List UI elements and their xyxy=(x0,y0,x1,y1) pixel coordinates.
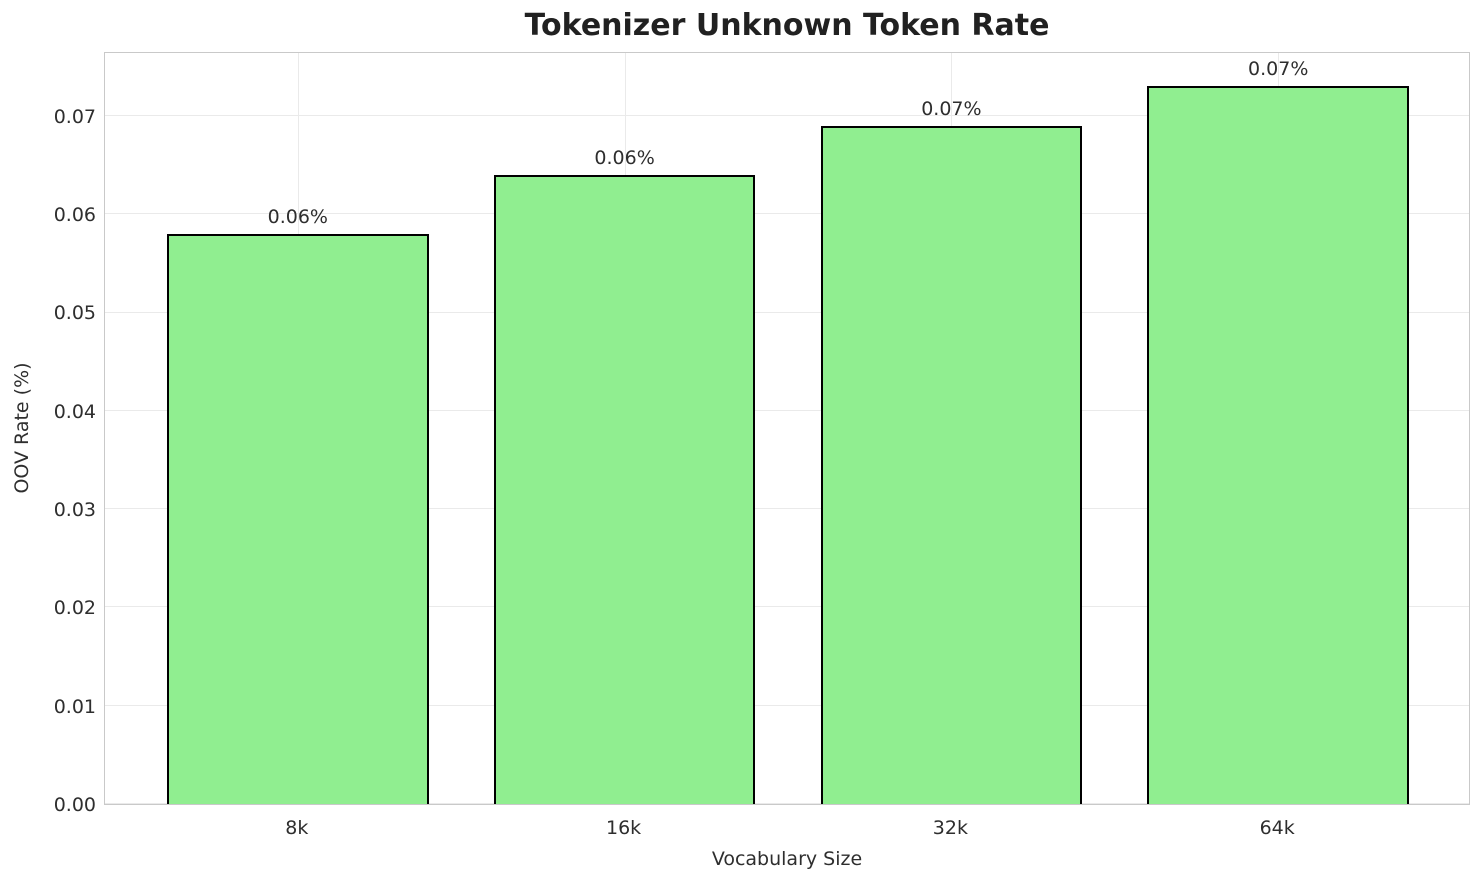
h-gridline xyxy=(105,409,1469,411)
y-tick-label: 0.04 xyxy=(53,400,96,423)
y-tick-label: 0.06 xyxy=(53,204,96,227)
h-gridline xyxy=(105,803,1469,804)
h-gridline xyxy=(105,114,1469,116)
bar-64k xyxy=(1147,86,1409,804)
y-tick-label: 0.07 xyxy=(53,105,96,128)
bar-8k xyxy=(167,233,429,804)
h-gridline xyxy=(105,508,1469,510)
bar-value-label: 0.07% xyxy=(1248,58,1309,81)
x-tick-label: 64k xyxy=(1259,817,1295,839)
y-tick-label: 0.05 xyxy=(53,302,96,325)
x-axis-title: Vocabulary Size xyxy=(711,848,863,870)
h-gridline xyxy=(105,704,1469,706)
plot-area: 0.06% 0.06% 0.07% 0.07% xyxy=(104,52,1470,805)
bar-value-label: 0.06% xyxy=(267,205,328,228)
bar-value-label: 0.06% xyxy=(594,146,655,169)
h-gridline xyxy=(105,311,1469,313)
y-tick-label: 0.01 xyxy=(53,695,96,718)
y-tick-label: 0.02 xyxy=(53,597,96,620)
x-tick-label: 16k xyxy=(606,817,642,839)
bar-32k xyxy=(820,125,1083,804)
x-tick-label: 8k xyxy=(285,817,309,839)
x-tick-label: 32k xyxy=(932,817,968,839)
h-gridline xyxy=(105,606,1469,608)
chart-title: Tokenizer Unknown Token Rate xyxy=(524,8,1050,43)
y-tick-label: 0.00 xyxy=(53,794,96,816)
y-tick-label: 0.03 xyxy=(53,499,96,522)
bar-value-label: 0.07% xyxy=(921,97,982,120)
y-axis-title: OOV Rate (%) xyxy=(11,362,33,494)
h-gridline xyxy=(105,213,1469,215)
bar-16k xyxy=(493,174,756,804)
